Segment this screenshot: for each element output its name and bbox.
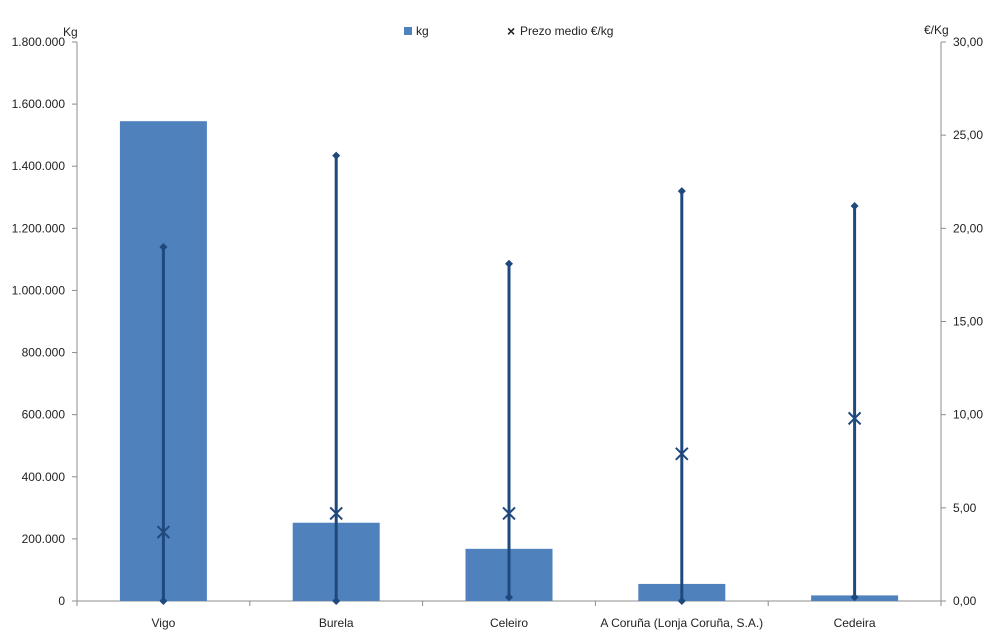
y-right-tick-label: 0,00 xyxy=(953,594,977,608)
y-right-tick-label: 30,00 xyxy=(953,35,983,49)
legend: kg × Prezo medio €/kg xyxy=(404,23,613,39)
price-average-marker xyxy=(329,506,343,521)
x-tick-label: Celeiro xyxy=(490,616,528,630)
price-max-marker xyxy=(677,187,686,196)
y-left-tick-label: 200.000 xyxy=(22,532,66,546)
y-left-tick-label: 1.400.000 xyxy=(12,159,66,173)
y-left-tick-label: 1.000.000 xyxy=(12,283,66,297)
price-min-marker xyxy=(677,597,686,605)
y-left-tick-label: 1.800.000 xyxy=(12,35,66,49)
y-axis-left-title: Kg xyxy=(63,25,78,39)
price-max-marker xyxy=(332,151,341,160)
y-right-tick-label: 5,00 xyxy=(953,501,977,515)
price-max-marker xyxy=(159,242,168,251)
price-ranges-group xyxy=(156,151,862,605)
x-tick-label: A Coruña (Lonja Coruña, S.A.) xyxy=(600,616,763,630)
x-tick-label: Vigo xyxy=(151,616,175,630)
y-left-tick-label: 1.200.000 xyxy=(12,221,66,235)
legend-marker-price: × xyxy=(507,23,515,39)
legend-label-price: Prezo medio €/kg xyxy=(520,24,613,38)
y-axis-right-title: €/Kg xyxy=(924,23,949,37)
x-tick-label: Cedeira xyxy=(834,616,876,630)
y-right-tick-label: 10,00 xyxy=(953,408,983,422)
price-max-marker xyxy=(505,259,513,268)
price-average-marker xyxy=(156,525,171,539)
y-right-tick-label: 15,00 xyxy=(953,315,983,329)
price-average-marker xyxy=(847,411,862,426)
x-tick-label: Burela xyxy=(319,616,354,630)
price-min-marker xyxy=(159,597,168,605)
y-left-tick-label: 600.000 xyxy=(22,408,66,422)
price-average-marker xyxy=(502,506,516,521)
y-left-tick-label: 1.600.000 xyxy=(12,97,66,111)
y-left-tick-label: 400.000 xyxy=(22,470,66,484)
legend-swatch-kg xyxy=(404,27,412,35)
y-left-tick-label: 0 xyxy=(58,594,65,608)
price-min-marker xyxy=(505,593,513,602)
y-left-tick-label: 800.000 xyxy=(22,346,66,360)
y-right-tick-label: 25,00 xyxy=(953,128,983,142)
price-average-marker xyxy=(675,447,689,461)
price-min-marker xyxy=(332,597,341,605)
price-max-marker xyxy=(850,201,859,210)
y-right-tick-label: 20,00 xyxy=(953,221,983,235)
price-min-marker xyxy=(850,593,859,602)
axes-group: 0 200.000 400.000 600.000 800.000 1.000.000 1.… xyxy=(12,35,984,630)
legend-label-kg: kg xyxy=(416,24,429,38)
